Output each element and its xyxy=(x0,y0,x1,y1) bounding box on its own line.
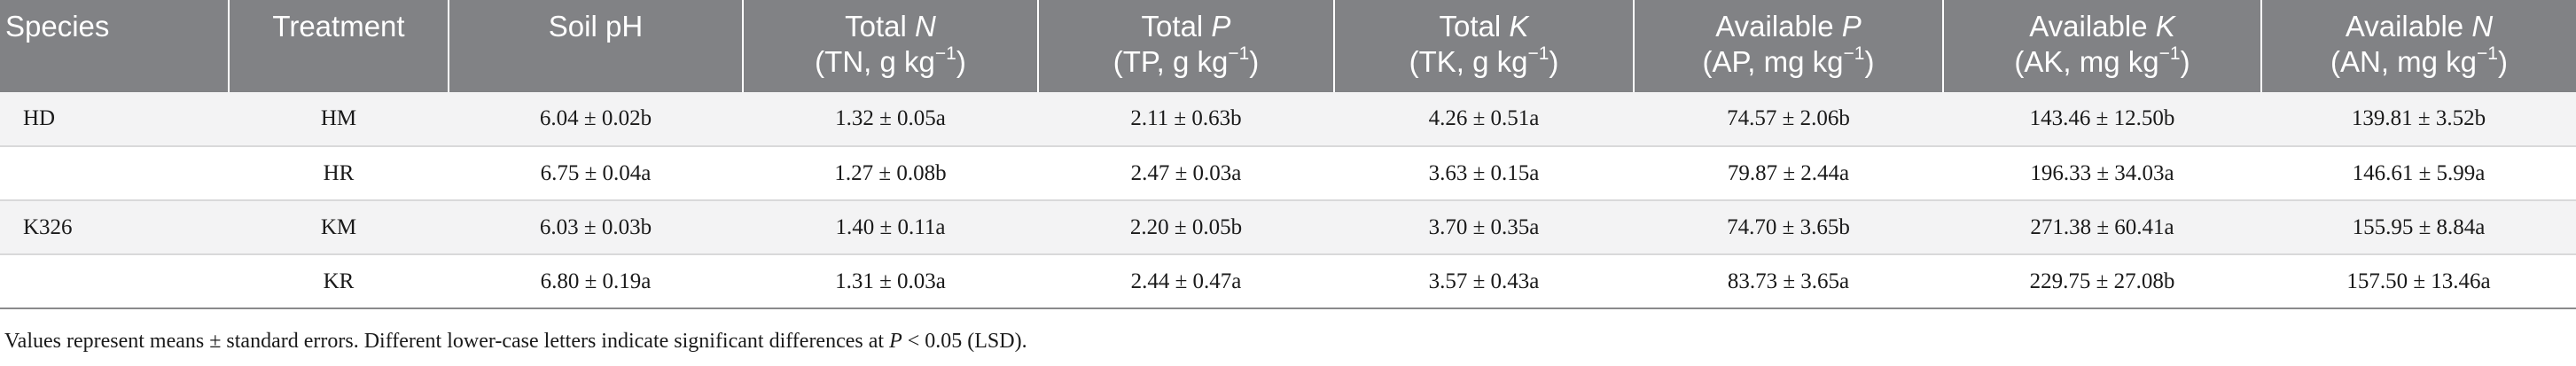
table-container: Species Treatment Soil pH Total N (TN, g… xyxy=(0,0,2576,309)
cell-species xyxy=(0,254,229,309)
cell-total-p: 2.20 ± 0.05b xyxy=(1038,200,1334,255)
header-total-n: Total N (TN, g kg−1) xyxy=(742,0,1038,92)
cell-treatment: HR xyxy=(229,146,449,201)
cell-total-k: 3.63 ± 0.15a xyxy=(1334,146,1634,201)
cell-available-k: 271.38 ± 60.41a xyxy=(1943,200,2261,255)
header-soil-ph: Soil pH xyxy=(448,0,743,92)
table-footnote: Values represent means ± standard errors… xyxy=(4,330,1027,353)
table-row: HD HM 6.04 ± 0.02b 1.32 ± 0.05a 2.11 ± 0… xyxy=(0,92,2576,147)
cell-available-k: 196.33 ± 34.03a xyxy=(1943,146,2261,201)
cell-total-p: 2.44 ± 0.47a xyxy=(1038,254,1334,309)
cell-total-n: 1.27 ± 0.08b xyxy=(743,146,1038,201)
soil-properties-table: Species Treatment Soil pH Total N (TN, g… xyxy=(0,0,2576,309)
cell-treatment: HM xyxy=(229,92,449,147)
cell-available-k: 143.46 ± 12.50b xyxy=(1943,92,2261,147)
cell-treatment: KR xyxy=(229,254,449,309)
table-row: K326 KM 6.03 ± 0.03b 1.40 ± 0.11a 2.20 ±… xyxy=(0,200,2576,255)
header-available-n: Available N (AN, mg kg−1) xyxy=(2260,0,2576,92)
cell-available-n: 155.95 ± 8.84a xyxy=(2261,200,2576,255)
cell-total-p: 2.47 ± 0.03a xyxy=(1038,146,1334,201)
cell-available-p: 74.70 ± 3.65b xyxy=(1634,200,1943,255)
cell-total-k: 3.70 ± 0.35a xyxy=(1334,200,1634,255)
cell-species: HD xyxy=(0,92,229,147)
cell-species xyxy=(0,146,229,201)
cell-total-k: 3.57 ± 0.43a xyxy=(1334,254,1634,309)
cell-available-p: 83.73 ± 3.65a xyxy=(1634,254,1943,309)
cell-available-n: 139.81 ± 3.52b xyxy=(2261,92,2576,147)
cell-treatment: KM xyxy=(229,200,449,255)
cell-total-n: 1.32 ± 0.05a xyxy=(743,92,1038,147)
cell-available-k: 229.75 ± 27.08b xyxy=(1943,254,2261,309)
cell-species: K326 xyxy=(0,200,229,255)
header-treatment: Treatment xyxy=(228,0,449,92)
table-row: KR 6.80 ± 0.19a 1.31 ± 0.03a 2.44 ± 0.47… xyxy=(0,254,2576,309)
table-header-row: Species Treatment Soil pH Total N (TN, g… xyxy=(0,0,2576,92)
cell-soil-ph: 6.03 ± 0.03b xyxy=(449,200,743,255)
cell-soil-ph: 6.75 ± 0.04a xyxy=(449,146,743,201)
header-total-k: Total K (TK, g kg−1) xyxy=(1333,0,1634,92)
cell-available-p: 74.57 ± 2.06b xyxy=(1634,92,1943,147)
header-species: Species xyxy=(5,10,110,43)
cell-available-n: 146.61 ± 5.99a xyxy=(2261,146,2576,201)
cell-soil-ph: 6.04 ± 0.02b xyxy=(449,92,743,147)
header-available-p: Available P (AP, mg kg−1) xyxy=(1633,0,1943,92)
header-total-p: Total P (TP, g kg−1) xyxy=(1037,0,1334,92)
header-available-k: Available K (AK, mg kg−1) xyxy=(1942,0,2261,92)
cell-total-p: 2.11 ± 0.63b xyxy=(1038,92,1334,147)
cell-total-n: 1.40 ± 0.11a xyxy=(743,200,1038,255)
cell-available-n: 157.50 ± 13.46a xyxy=(2261,254,2576,309)
table-row: HR 6.75 ± 0.04a 1.27 ± 0.08b 2.47 ± 0.03… xyxy=(0,146,2576,201)
cell-soil-ph: 6.80 ± 0.19a xyxy=(449,254,743,309)
cell-total-k: 4.26 ± 0.51a xyxy=(1334,92,1634,147)
cell-total-n: 1.31 ± 0.03a xyxy=(743,254,1038,309)
cell-available-p: 79.87 ± 2.44a xyxy=(1634,146,1943,201)
